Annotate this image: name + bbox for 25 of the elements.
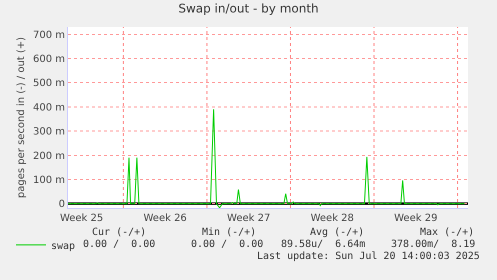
y-tick-label: 0 xyxy=(58,199,65,210)
text: 378.00m/ 8.19 xyxy=(391,239,476,250)
y-tick-label: 400 m xyxy=(32,102,65,114)
text: 89.58u/ 6.64m xyxy=(281,239,366,250)
text: Last update: Sun Jul 20 14:00:03 2025 xyxy=(257,251,480,262)
legend-label: swap xyxy=(51,240,76,252)
text: 0.00 / 0.00 xyxy=(191,239,264,250)
text: 0.00 / 0.00 xyxy=(83,239,156,250)
x-tick-label: Week 27 xyxy=(227,213,270,224)
y-tick-label: 500 m xyxy=(32,78,65,90)
x-tick-label: Week 29 xyxy=(394,213,438,224)
y-tick-label: 100 m xyxy=(32,174,65,186)
y-tick-label: 600 m xyxy=(32,54,65,65)
y-axis-title: pages per second in (-) / out (+) xyxy=(16,36,27,198)
text: Avg (-/+) xyxy=(310,227,364,238)
x-tick-label: Week 26 xyxy=(143,213,187,224)
y-tick-label: 200 m xyxy=(32,150,65,162)
y-tick-label: 700 m xyxy=(32,30,65,41)
text: Min (-/+) xyxy=(202,227,256,238)
y-tick-label: 300 m xyxy=(32,126,65,138)
x-tick-label: Week 25 xyxy=(60,213,104,224)
x-tick-label: Week 28 xyxy=(310,213,354,224)
chart-title: Swap in/out - by month xyxy=(178,2,319,16)
text: Max (-/+) xyxy=(420,227,474,238)
text: Cur (-/+) xyxy=(92,227,146,238)
